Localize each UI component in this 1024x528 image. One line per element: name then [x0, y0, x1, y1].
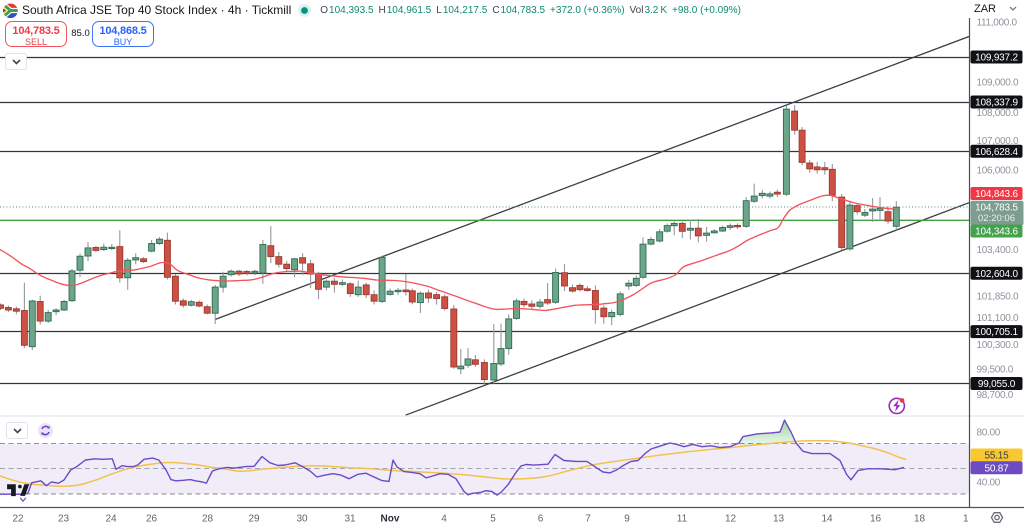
- svg-text:26: 26: [146, 514, 158, 525]
- svg-text:102,604.0: 102,604.0: [975, 269, 1018, 280]
- svg-text:99,500.0: 99,500.0: [977, 364, 1014, 375]
- svg-text:55.15: 55.15: [984, 451, 1009, 462]
- svg-text:108,000.0: 108,000.0: [977, 108, 1020, 119]
- svg-text:108,337.9: 108,337.9: [975, 98, 1018, 109]
- svg-text:24: 24: [105, 514, 117, 525]
- svg-text:104,843.6: 104,843.6: [975, 189, 1018, 200]
- svg-text:50.87: 50.87: [984, 463, 1009, 474]
- svg-text:31: 31: [344, 514, 356, 525]
- svg-text:14: 14: [821, 514, 833, 525]
- svg-text:107,000.0: 107,000.0: [977, 136, 1020, 147]
- svg-text:19: 19: [963, 514, 975, 525]
- svg-text:111,000.0: 111,000.0: [977, 18, 1018, 29]
- svg-text:106,000.0: 106,000.0: [977, 166, 1020, 177]
- svg-text:23: 23: [58, 514, 70, 525]
- svg-text:11: 11: [677, 514, 688, 525]
- svg-text:12: 12: [725, 514, 737, 525]
- svg-text:101,850.0: 101,850.0: [977, 292, 1020, 303]
- svg-text:104,783.5: 104,783.5: [975, 203, 1018, 214]
- svg-text:109,937.2: 109,937.2: [975, 53, 1018, 64]
- svg-text:101,100.0: 101,100.0: [977, 313, 1020, 324]
- svg-text:40.00: 40.00: [977, 478, 1001, 489]
- svg-text:4: 4: [441, 514, 447, 525]
- svg-text:9: 9: [624, 514, 630, 525]
- svg-text:28: 28: [202, 514, 214, 525]
- svg-text:98,700.0: 98,700.0: [977, 390, 1014, 401]
- svg-text:7: 7: [585, 514, 591, 525]
- svg-text:5: 5: [490, 514, 496, 525]
- svg-text:02:20:06: 02:20:06: [978, 213, 1015, 224]
- svg-text:100,300.0: 100,300.0: [977, 340, 1020, 351]
- svg-text:6: 6: [538, 514, 544, 525]
- svg-text:29: 29: [248, 514, 260, 525]
- svg-text:Nov: Nov: [381, 514, 400, 525]
- svg-text:109,000.0: 109,000.0: [977, 77, 1020, 88]
- svg-text:103,400.0: 103,400.0: [977, 245, 1020, 256]
- svg-text:100,705.1: 100,705.1: [975, 327, 1018, 338]
- svg-text:30: 30: [296, 514, 308, 525]
- svg-text:99,055.0: 99,055.0: [978, 379, 1016, 390]
- svg-text:16: 16: [870, 514, 882, 525]
- svg-text:22: 22: [12, 514, 24, 525]
- svg-text:80.00: 80.00: [977, 427, 1001, 438]
- svg-text:18: 18: [914, 514, 926, 525]
- svg-text:104,343.6: 104,343.6: [975, 227, 1018, 238]
- svg-text:13: 13: [773, 514, 785, 525]
- svg-text:106,628.4: 106,628.4: [975, 147, 1018, 158]
